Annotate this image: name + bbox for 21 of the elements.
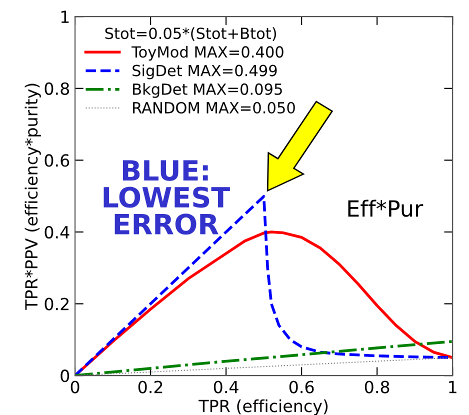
x-tick-label: 1 (449, 380, 456, 394)
legend-label: BkgDet MAX=0.095 (133, 83, 282, 98)
y-tick-label: 0 (60, 370, 70, 382)
x-tick-label: 0.6 (289, 380, 314, 394)
x-tick-label: 0 (70, 380, 80, 394)
y-tick-label: 1 (61, 10, 69, 23)
x-tick-label: 0.4 (214, 380, 238, 394)
x-tick-label: 0.2 (138, 380, 162, 394)
y-tick-label: 0.4 (44, 226, 70, 239)
legend-title: Stot=0.05*(Stot+Btot) (105, 27, 276, 41)
annotation: BLUE: LOWEST ERROR (104, 160, 230, 235)
legend-label: RANDOM MAX=0.050 (133, 102, 295, 114)
y-tick-label: 0.2 (44, 298, 69, 310)
x-tick-label: 0.8 (364, 380, 390, 394)
legend-label: SigDet MAX=0.499 (132, 64, 277, 80)
annotation: Eff*Pur (348, 200, 424, 217)
y-tick-label: 0.6 (44, 154, 70, 167)
legend-label: ToyMod MAX=0.400 (132, 46, 284, 61)
y-tick-label: 0.8 (44, 82, 70, 95)
x-axis-title: TPR (efficiency) (198, 399, 328, 415)
y-axis-title: TPR*PPV (efficiency*purity) (24, 84, 41, 310)
